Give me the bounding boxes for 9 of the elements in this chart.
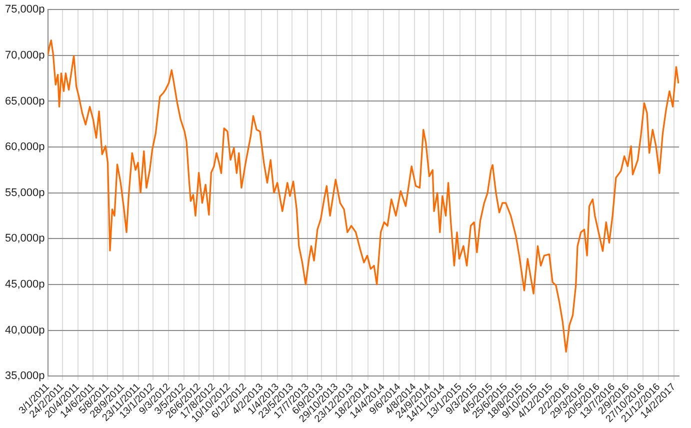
y-tick-label: 35,000p — [4, 370, 45, 382]
y-tick-label: 70,000p — [4, 49, 45, 62]
y-tick-label: 40,000p — [4, 324, 45, 336]
y-tick-label: 65,000p — [4, 95, 45, 108]
y-tick-label: 55,000p — [4, 186, 45, 199]
y-tick-label: 45,000p — [4, 278, 45, 291]
y-tick-label: 75,000p — [4, 4, 45, 16]
y-tick-label: 50,000p — [4, 232, 45, 245]
y-tick-label: 60,000p — [4, 141, 45, 154]
